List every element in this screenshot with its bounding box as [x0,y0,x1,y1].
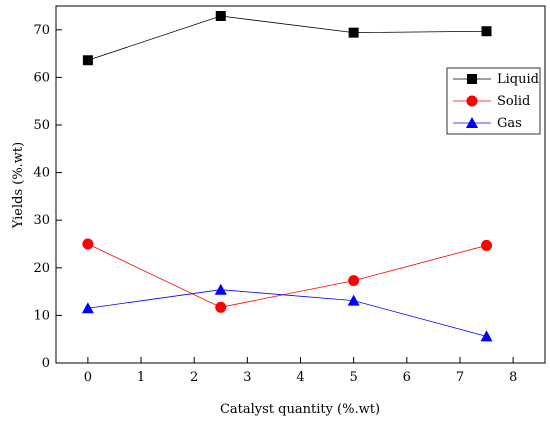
y-tick-label: 60 [33,70,50,85]
x-tick-label: 1 [137,370,145,385]
solid-data-point [82,238,94,250]
x-tick-label: 2 [190,370,198,385]
x-tick-label: 6 [403,370,411,385]
gas-data-point [347,294,360,306]
y-axis: 0 10 20 30 40 50 60 70 [33,23,62,371]
plot-frame [55,5,546,364]
x-axis: 0 1 2 3 4 5 6 7 8 [84,357,517,385]
y-tick-label: 30 [33,213,50,228]
y-axis-title: Yields (%.wt) [11,142,26,229]
liquid-data-point [215,10,226,21]
gas-data-point [480,330,493,342]
series-layer [81,10,493,342]
y-tick-label: 10 [33,308,50,323]
solid-data-point [481,239,493,251]
y-tick-label: 20 [33,261,50,276]
y-tick-label: 70 [33,23,50,38]
liquid-data-point [82,55,93,66]
legend-solid-label: Solid [497,94,530,109]
legend-liquid-label: Liquid [497,72,539,87]
y-tick-label: 40 [33,166,50,181]
legend-liquid-marker [467,74,477,84]
x-tick-label: 7 [456,370,464,385]
x-tick-label: 3 [243,370,251,385]
gas-data-point [81,302,94,314]
legend: Liquid Solid Gas [446,67,541,135]
y-tick-label: 0 [42,356,50,371]
x-tick-label: 4 [296,370,304,385]
solid-data-point [215,301,227,313]
liquid-data-point [348,27,359,38]
legend-gas-label: Gas [497,116,522,131]
x-tick-label: 0 [84,370,92,385]
y-tick-label: 50 [33,118,50,133]
x-tick-label: 8 [509,370,517,385]
x-tick-label: 5 [350,370,358,385]
gas-data-point [214,283,227,295]
gas-series-line [87,289,487,337]
legend-solid-marker [466,95,478,107]
legend-gas-marker [466,117,478,128]
solid-data-point [348,275,360,287]
solid-series-line [87,243,487,308]
liquid-data-point [481,26,492,37]
x-axis-title: Catalyst quantity (%.wt) [220,402,380,417]
liquid-series-line [87,15,487,61]
